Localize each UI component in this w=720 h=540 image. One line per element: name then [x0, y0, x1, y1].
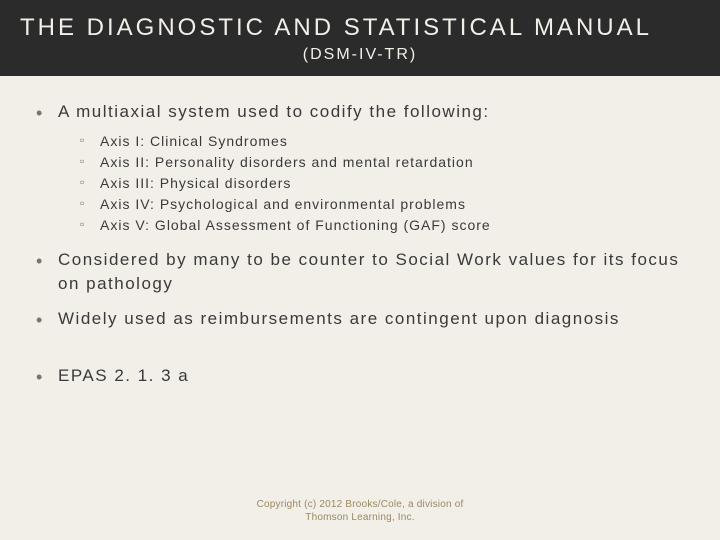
sub-bullet: Axis III: Physical disorders: [80, 173, 684, 194]
sub-bullet: Axis I: Clinical Syndromes: [80, 131, 684, 152]
bullet-text: EPAS 2. 1. 3 a: [58, 366, 189, 385]
bullet-text: Widely used as reimbursements are contin…: [58, 309, 620, 328]
bullet-item: Widely used as reimbursements are contin…: [36, 307, 684, 332]
bullet-item: EPAS 2. 1. 3 a: [36, 364, 684, 389]
bullet-text: Considered by many to be counter to Soci…: [58, 250, 679, 294]
sub-bullet: Axis V: Global Assessment of Functioning…: [80, 215, 684, 236]
footer-line: Thomson Learning, Inc.: [0, 511, 720, 524]
slide-header: THE DIAGNOSTIC AND STATISTICAL MANUAL (D…: [0, 0, 720, 76]
sub-list: Axis I: Clinical Syndromes Axis II: Pers…: [58, 131, 684, 236]
sub-bullet: Axis II: Personality disorders and menta…: [80, 152, 684, 173]
footer-line: Copyright (c) 2012 Brooks/Cole, a divisi…: [0, 498, 720, 511]
spacer: [36, 342, 684, 364]
copyright-footer: Copyright (c) 2012 Brooks/Cole, a divisi…: [0, 498, 720, 524]
bullet-text: A multiaxial system used to codify the f…: [58, 102, 490, 121]
bullet-item: A multiaxial system used to codify the f…: [36, 100, 684, 236]
slide-body: A multiaxial system used to codify the f…: [0, 76, 720, 388]
slide-title: THE DIAGNOSTIC AND STATISTICAL MANUAL: [20, 14, 700, 42]
bullet-item: Considered by many to be counter to Soci…: [36, 248, 684, 297]
sub-bullet: Axis IV: Psychological and environmental…: [80, 194, 684, 215]
slide-subtitle: (DSM-IV-TR): [20, 46, 700, 64]
